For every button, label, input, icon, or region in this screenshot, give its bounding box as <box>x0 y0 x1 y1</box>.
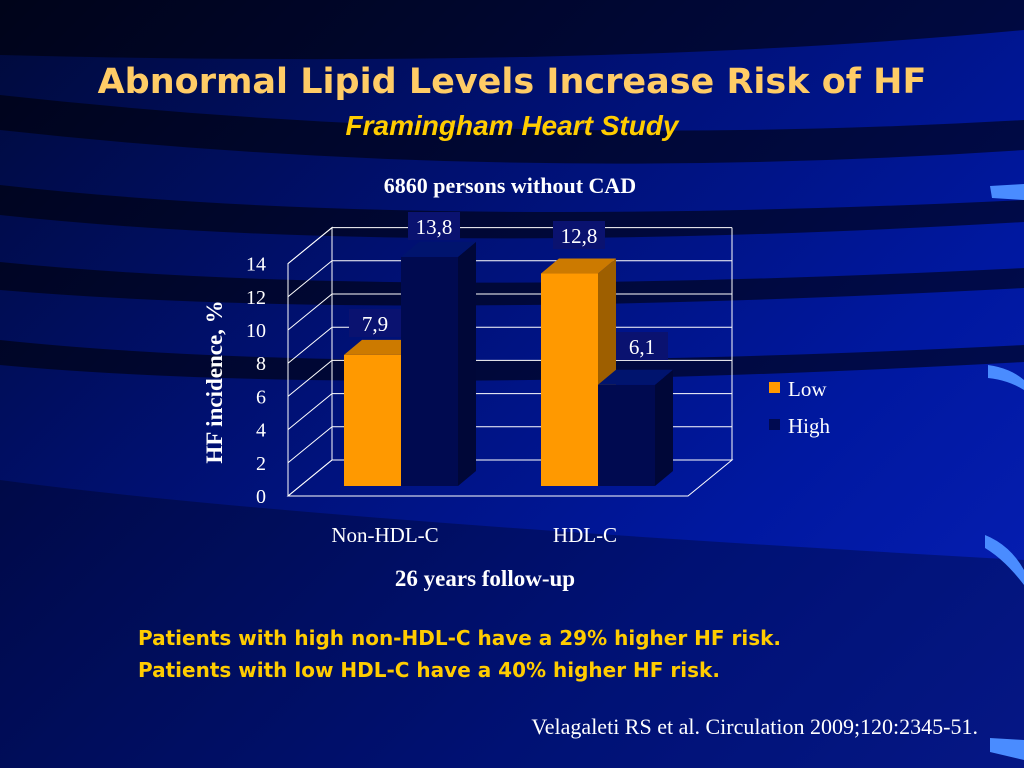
y-tick-label: 6 <box>256 386 266 408</box>
slide-subtitle: Framingham Heart Study <box>345 110 679 141</box>
y-tick-label: 10 <box>246 320 266 342</box>
bar-top <box>344 339 419 355</box>
y-tick-label: 2 <box>256 453 266 475</box>
y-tick-label: 12 <box>246 287 266 309</box>
legend-label-low: Low <box>788 377 827 401</box>
y-tick-label: 8 <box>256 353 266 375</box>
bar-top <box>598 369 673 385</box>
finding-note-2: Patients with low HDL-C have a 40% highe… <box>138 658 720 682</box>
bar-front <box>598 384 655 486</box>
legend-label-high: High <box>788 414 831 438</box>
data-label: 6,1 <box>629 335 655 359</box>
finding-note-1: Patients with high non-HDL-C have a 29% … <box>138 626 782 650</box>
data-label-box <box>553 221 605 249</box>
chart-title: 6860 persons without CAD <box>384 173 636 198</box>
legend-swatch-low <box>769 382 780 393</box>
legend-swatch-high <box>769 419 780 430</box>
y-axis-label: HF incidence, % <box>202 300 227 463</box>
bar-side <box>458 241 476 486</box>
x-axis-label: 26 years follow-up <box>395 566 575 591</box>
gridline <box>287 260 732 298</box>
x-tick-label: Non-HDL-C <box>331 523 438 547</box>
y-tick-label: 0 <box>256 486 266 508</box>
gridline <box>287 227 732 264</box>
x-tick-label: HDL-C <box>553 523 617 547</box>
y-tick-label: 14 <box>246 254 266 276</box>
citation: Velagaleti RS et al. Circulation 2009;12… <box>531 714 978 739</box>
data-label: 12,8 <box>561 224 598 248</box>
bar-side <box>655 369 673 486</box>
bar-front <box>401 256 458 486</box>
data-label: 7,9 <box>362 312 388 336</box>
bar-front <box>541 273 598 486</box>
data-label-box <box>408 212 460 240</box>
data-label-box <box>616 332 668 360</box>
legend: Low High <box>769 377 831 438</box>
bar-front <box>344 354 401 486</box>
bar <box>401 241 476 486</box>
data-label-box <box>349 309 401 337</box>
slide-title: Abnormal Lipid Levels Increase Risk of H… <box>97 62 927 102</box>
data-label: 13,8 <box>416 215 453 239</box>
bar-top <box>541 258 616 274</box>
y-tick-label: 4 <box>256 420 266 442</box>
chart-left-wall <box>287 226 333 496</box>
bar-top <box>401 241 476 257</box>
bar <box>598 369 673 486</box>
